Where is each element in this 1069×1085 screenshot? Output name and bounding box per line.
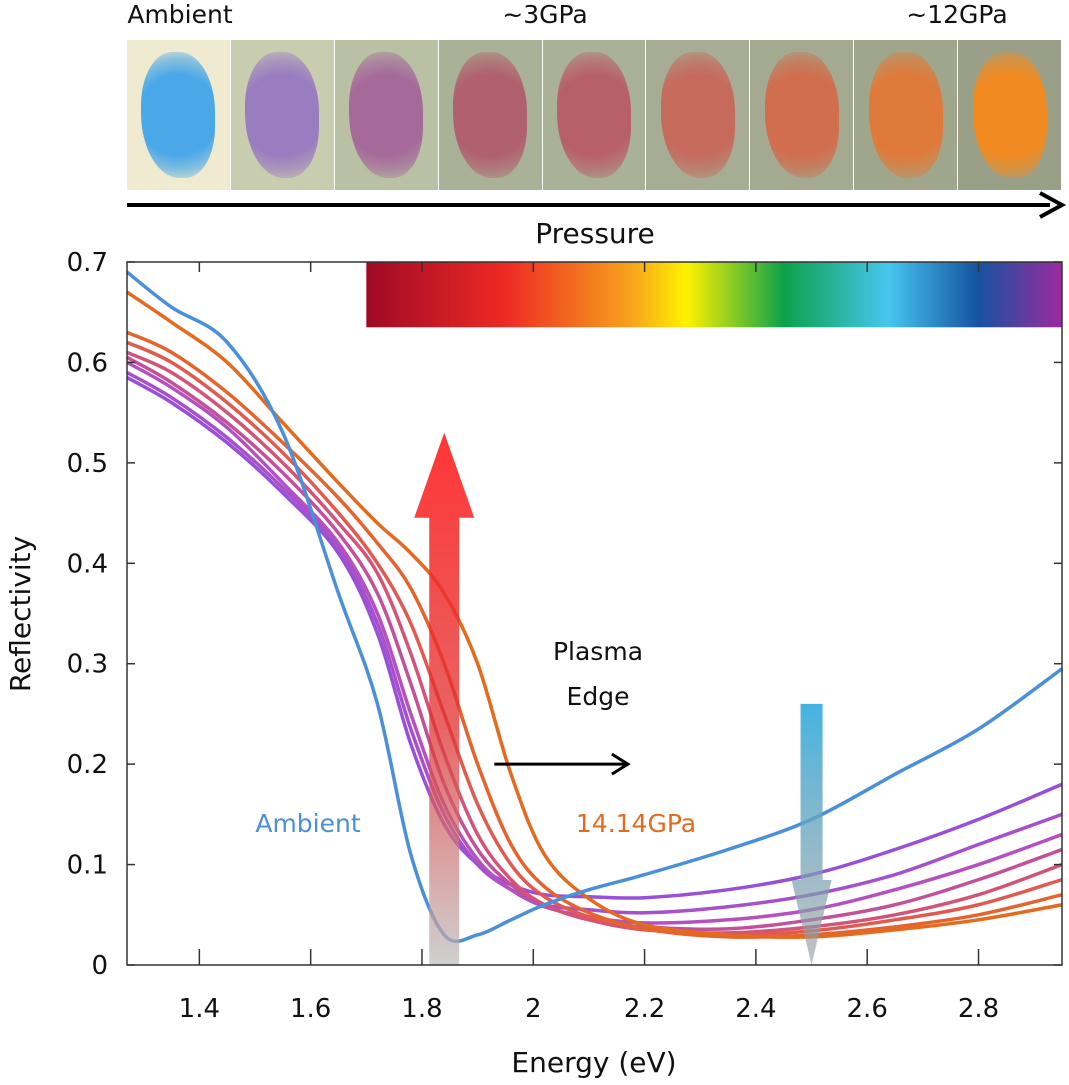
y-tick-label: 0.7 [67, 248, 108, 278]
series-line-8 [126, 290, 1063, 939]
y-tick-label: 0.2 [67, 750, 108, 780]
sample-photo-3 [438, 40, 543, 190]
x-tick-label: 2.8 [958, 994, 999, 1024]
pressure-curve-label: 14.14GPa [576, 809, 696, 838]
sample-crystal [141, 52, 216, 178]
sample-crystal [868, 52, 943, 178]
sample-crystal [453, 52, 528, 178]
sample-crystal [660, 52, 735, 178]
sample-photo-strip [127, 40, 1063, 190]
y-tick-label: 0.3 [67, 650, 108, 680]
sample-crystal [764, 52, 839, 178]
pressure-label: Pressure [535, 217, 655, 250]
y-tick-label: 0.1 [67, 851, 108, 881]
sample-crystal [556, 52, 632, 178]
x-tick-label: 2.2 [624, 994, 665, 1024]
pressure-increase-up-arrow [414, 432, 475, 965]
y-axis-title: Reflectivity [4, 536, 37, 692]
y-tick-label: 0 [91, 951, 108, 981]
pressure-decrease-down-arrow [791, 703, 832, 965]
sample-crystal [972, 52, 1047, 178]
series-line-3 [126, 360, 1063, 925]
sample-photo-6 [750, 40, 855, 190]
x-tick-label: 1.8 [401, 994, 442, 1024]
photo-label-12gpa: ~12GPa [906, 0, 1008, 29]
series-line-6 [126, 340, 1063, 937]
x-tick-label: 2 [525, 994, 542, 1024]
sample-photo-4 [542, 40, 647, 190]
series-line-2 [126, 370, 1063, 915]
x-tick-label: 1.4 [179, 994, 220, 1024]
x-tick-label: 2.6 [847, 994, 888, 1024]
sample-photo-1 [230, 40, 335, 190]
x-tick-label: 1.6 [290, 994, 331, 1024]
plot-frame [126, 261, 1063, 966]
series-line-5 [126, 350, 1063, 935]
y-tick-label: 0.4 [67, 549, 108, 579]
series-line-7 [126, 330, 1063, 939]
sample-photo-8 [958, 40, 1063, 190]
series-line-0 [125, 270, 1064, 944]
series-line-4 [126, 355, 1063, 931]
plasma-edge-label-line1: Plasma [553, 637, 643, 666]
sample-photo-0 [127, 40, 231, 190]
y-tick-label: 0.5 [67, 449, 108, 479]
sample-photo-2 [334, 40, 439, 190]
photo-label-ambient: Ambient [127, 0, 233, 29]
x-tick-label: 2.4 [735, 994, 776, 1024]
sample-crystal [245, 52, 320, 178]
sample-photo-7 [854, 40, 959, 190]
plasma-edge-label-line2: Edge [567, 682, 630, 711]
sample-crystal [349, 52, 424, 178]
photo-label-3gpa: ~3GPa [502, 0, 588, 29]
ambient-curve-label: Ambient [255, 809, 360, 838]
y-tick-label: 0.6 [67, 348, 108, 378]
x-axis-title: Energy (eV) [511, 1046, 676, 1079]
sample-photo-5 [646, 40, 751, 190]
color-spectrum-bar [366, 262, 1062, 328]
plasma-edge-arrowhead [611, 752, 631, 776]
pressure-arrow [127, 191, 1067, 219]
